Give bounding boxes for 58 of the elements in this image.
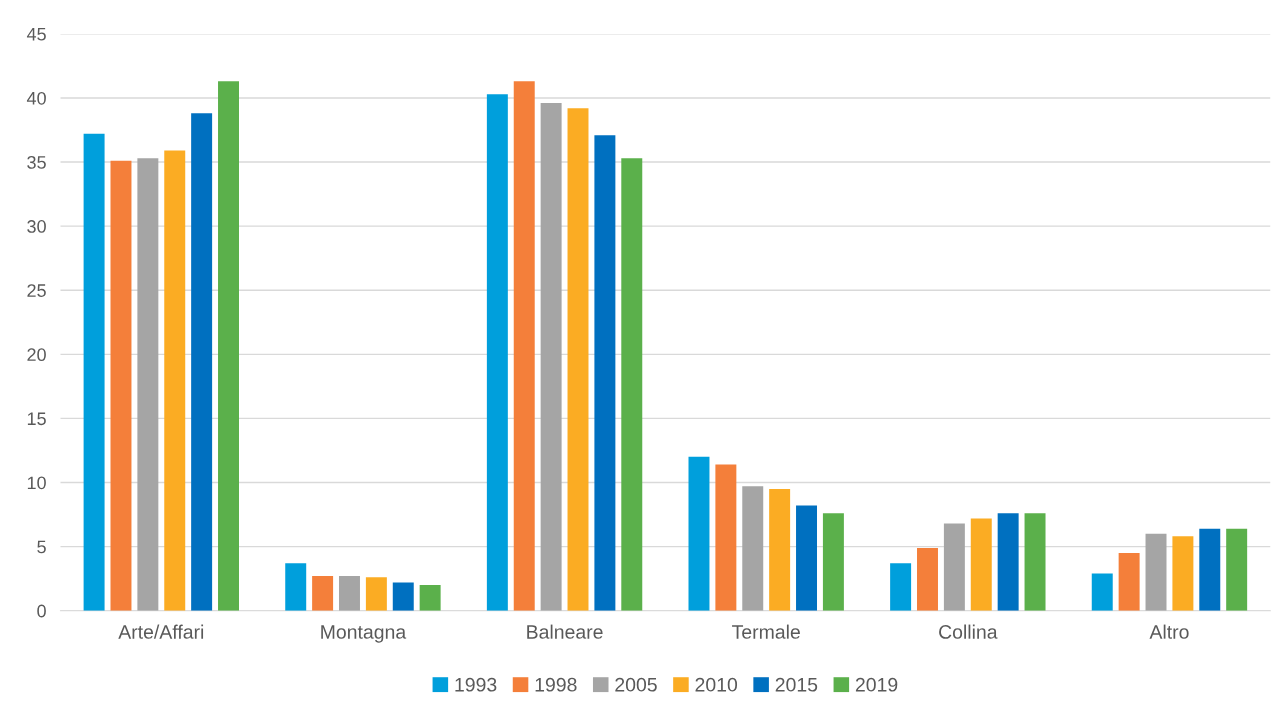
bar	[1145, 533, 1167, 611]
legend-label: 1993	[455, 677, 497, 692]
x-tick-label: Balneare	[527, 624, 603, 639]
legend-label: 2019	[855, 677, 898, 692]
bar	[191, 113, 213, 611]
x-tick-label: Arte/Affari	[118, 624, 204, 639]
bar	[822, 513, 844, 611]
bar	[715, 464, 737, 611]
bar	[540, 103, 562, 611]
legend-label: 2010	[695, 677, 738, 692]
bar	[1199, 528, 1221, 611]
bar	[392, 582, 414, 611]
bar	[796, 505, 817, 611]
bar	[110, 160, 132, 611]
bar	[1172, 536, 1194, 611]
bar	[365, 577, 387, 611]
y-tick-label: 15	[27, 412, 46, 426]
bar	[285, 563, 307, 611]
bar	[621, 158, 643, 611]
y-tick-label: 0	[37, 604, 46, 618]
y-tick-label: 35	[27, 156, 46, 169]
bar	[83, 133, 105, 611]
legend-label: 2005	[615, 677, 657, 692]
y-tick-label: 10	[27, 476, 46, 490]
bar	[917, 547, 938, 611]
bar	[339, 576, 360, 611]
bar	[419, 585, 441, 611]
x-tick-label: Montagna	[321, 625, 407, 643]
bar	[769, 488, 791, 611]
x-tick-label: Termale	[732, 624, 800, 639]
bar	[1024, 513, 1046, 611]
x-tick-label: Collina	[939, 624, 998, 639]
bar	[164, 150, 186, 611]
y-tick-label: 5	[37, 540, 46, 554]
bar	[943, 523, 965, 611]
bar	[890, 563, 912, 611]
bar	[567, 108, 589, 611]
x-tick-label: Altro	[1149, 624, 1189, 639]
legend-label: 2015	[775, 677, 818, 692]
y-tick-label: 20	[27, 348, 46, 362]
bar	[312, 576, 334, 611]
bar	[594, 135, 616, 611]
bar	[137, 158, 159, 611]
y-tick-label: 45	[26, 28, 46, 41]
bar	[997, 513, 1019, 611]
y-tick-label: 30	[27, 220, 46, 233]
y-tick-label: 40	[26, 91, 46, 105]
bar	[1091, 573, 1113, 611]
bar	[218, 81, 239, 611]
bar	[486, 94, 508, 611]
bar	[1118, 553, 1140, 611]
bar	[513, 81, 535, 611]
bar	[742, 486, 764, 611]
bar	[1226, 528, 1248, 611]
legend-label: 1998	[535, 677, 577, 692]
y-tick-label: 25	[27, 284, 46, 297]
bar	[970, 518, 992, 611]
bar	[688, 456, 710, 611]
